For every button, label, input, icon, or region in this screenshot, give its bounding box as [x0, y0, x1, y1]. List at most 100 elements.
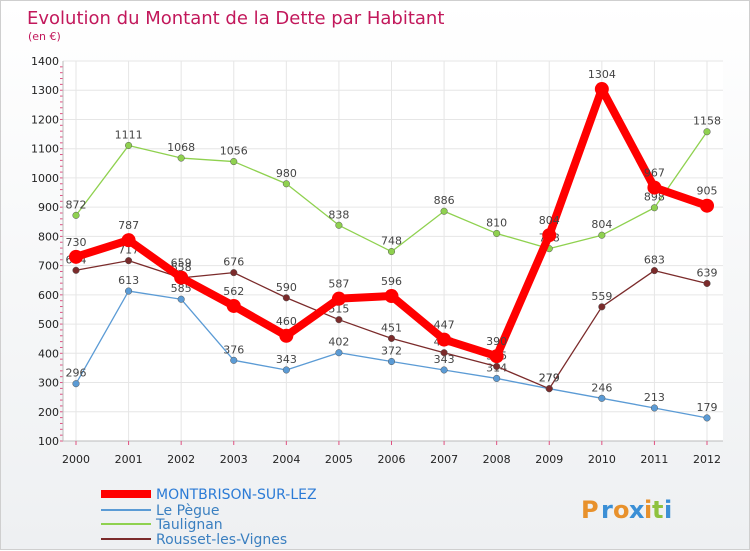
data-point — [703, 414, 711, 422]
data-point — [230, 158, 238, 166]
x-tick-label: 2000 — [62, 453, 90, 466]
data-point — [440, 207, 448, 215]
data-point — [387, 248, 396, 256]
data-label: 872 — [66, 198, 87, 211]
y-tick-label: 700 — [38, 260, 59, 273]
data-label: 279 — [539, 372, 560, 385]
data-point — [493, 229, 501, 238]
y-tick-label: 600 — [38, 289, 59, 302]
data-point — [125, 257, 133, 265]
data-point — [647, 180, 662, 195]
data-label: 390 — [486, 335, 507, 348]
y-tick-label: 200 — [38, 406, 59, 419]
data-label: 980 — [276, 167, 297, 180]
data-label: 376 — [223, 343, 244, 356]
data-label: 967 — [644, 167, 665, 180]
data-label: 559 — [591, 290, 612, 303]
data-label: 343 — [434, 353, 455, 366]
data-label: 562 — [223, 285, 244, 298]
data-point — [437, 332, 452, 347]
data-point — [387, 357, 396, 366]
x-tick-label: 2001 — [115, 453, 143, 466]
data-label: 179 — [697, 401, 718, 414]
data-label: 590 — [276, 281, 297, 294]
data-point — [230, 356, 238, 364]
data-point — [335, 349, 343, 357]
data-point — [700, 198, 714, 213]
x-tick-label: 2010 — [588, 453, 616, 466]
data-point — [72, 266, 80, 274]
data-point — [384, 289, 399, 304]
data-point — [125, 287, 133, 295]
data-label: 402 — [328, 336, 349, 349]
x-tick-label: 2009 — [535, 453, 563, 466]
x-tick-label: 2006 — [378, 453, 406, 466]
data-label: 676 — [223, 256, 244, 269]
data-label: 296 — [66, 367, 87, 380]
data-label: 804 — [591, 218, 612, 231]
data-point — [440, 349, 448, 357]
data-label: 1056 — [220, 145, 248, 158]
x-tick-label: 2003 — [220, 453, 248, 466]
x-tick-label: 2004 — [272, 453, 300, 466]
y-tick-label: 100 — [38, 435, 59, 448]
data-point — [230, 269, 238, 277]
y-tick-label: 1300 — [31, 84, 59, 97]
data-label: 447 — [434, 319, 455, 332]
chart-title: Evolution du Montant de la Dette par Hab… — [27, 8, 444, 29]
data-point — [331, 291, 346, 306]
y-tick-label: 300 — [38, 377, 59, 390]
data-point — [493, 374, 501, 382]
y-tick-label: 500 — [38, 318, 59, 331]
data-label: 460 — [276, 315, 297, 328]
chart-subtitle: (en €) — [28, 30, 61, 43]
data-label: 905 — [697, 185, 718, 198]
logo-letter: r — [601, 496, 613, 524]
data-point — [598, 231, 606, 239]
data-point — [282, 180, 290, 188]
data-label: 730 — [66, 236, 87, 249]
data-point — [226, 298, 241, 313]
data-point — [282, 366, 290, 374]
data-label: 810 — [486, 216, 507, 229]
data-label: 683 — [644, 254, 665, 267]
x-tick-label: 2012 — [693, 453, 721, 466]
data-point — [177, 295, 185, 303]
y-tick-label: 1400 — [31, 55, 59, 68]
data-label: 1068 — [167, 141, 195, 154]
series-le-p-gue: 296613585376343402372343314279246213179 — [66, 274, 718, 422]
data-label: 451 — [381, 321, 402, 334]
data-point — [282, 294, 290, 302]
logo-letter: P — [581, 496, 599, 524]
legend-label: MONTBRISON-SUR-LEZ — [156, 487, 317, 503]
logo-letter: i — [644, 496, 652, 524]
legend-label: Le Pègue — [156, 503, 220, 519]
data-point — [387, 334, 396, 342]
series-taulignan: 8721111106810569808387488868107588048981… — [66, 115, 721, 256]
data-point — [598, 394, 606, 402]
data-label: 1158 — [693, 115, 721, 128]
data-point — [598, 303, 606, 311]
data-point — [69, 249, 83, 264]
data-label: 898 — [644, 191, 665, 204]
x-tick-label: 2002 — [167, 453, 195, 466]
data-label: 343 — [276, 353, 297, 366]
data-point — [72, 380, 80, 388]
legend-label: Taulignan — [155, 517, 223, 533]
data-label: 1111 — [115, 128, 143, 141]
data-point — [125, 141, 133, 150]
data-point — [335, 316, 343, 324]
data-point — [177, 154, 185, 162]
data-point — [72, 211, 80, 219]
x-tick-label: 2011 — [640, 453, 668, 466]
data-label: 838 — [328, 208, 349, 221]
data-point — [650, 204, 658, 212]
data-point — [594, 82, 609, 97]
legend-label: Rousset-les-Vignes — [156, 532, 287, 548]
data-label: 587 — [328, 278, 349, 291]
data-label: 787 — [118, 219, 139, 232]
data-label: 1304 — [588, 68, 616, 81]
